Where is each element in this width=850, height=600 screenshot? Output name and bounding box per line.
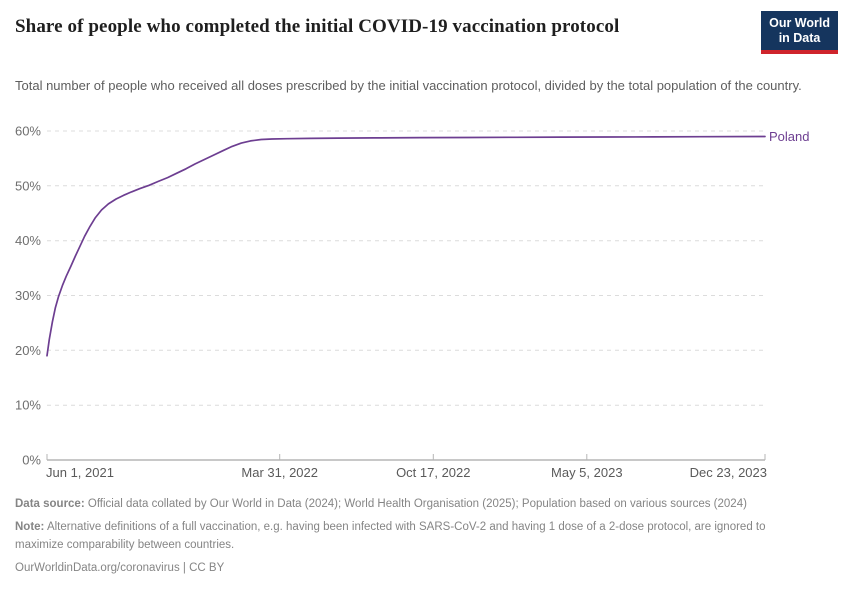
- note-line: Note: Alternative definitions of a full …: [15, 519, 813, 554]
- series-label-poland: Poland: [769, 129, 809, 144]
- footer-separator: |: [182, 561, 186, 574]
- data-source-label: Data source:: [15, 498, 85, 510]
- x-axis-tick-label: May 5, 2023: [551, 465, 623, 480]
- y-axis-tick-label: 30%: [15, 288, 41, 303]
- y-axis-tick-label: 20%: [15, 343, 41, 358]
- y-axis-tick-label: 40%: [15, 233, 41, 248]
- owid-logo-line1: Our World: [769, 16, 830, 30]
- y-axis-tick-label: 0%: [22, 453, 41, 468]
- note-text: Alternative definitions of a full vaccin…: [15, 521, 766, 551]
- footer-license: CC BY: [189, 561, 225, 574]
- chart-subtitle: Total number of people who received all …: [15, 78, 802, 93]
- note-label: Note:: [15, 521, 45, 534]
- series-line-poland: [46, 135, 766, 357]
- page-title: Share of people who completed the initia…: [15, 16, 620, 37]
- y-axis-tick-label: 10%: [15, 398, 41, 413]
- data-source-line: Data source: Official data collated by O…: [15, 496, 813, 513]
- x-axis-tick-label: Oct 17, 2022: [396, 465, 470, 480]
- owid-logo-line2: in Data: [778, 31, 821, 45]
- y-axis-tick-label: 60%: [15, 124, 41, 139]
- footer-link[interactable]: OurWorldinData.org/coronavirus: [15, 561, 180, 574]
- x-axis-tick-label: Dec 23, 2023: [690, 465, 767, 480]
- data-source-text: Official data collated by Our World in D…: [87, 498, 747, 510]
- y-axis-tick-label: 50%: [15, 178, 41, 193]
- chart-footer: Data source: Official data collated by O…: [15, 496, 813, 583]
- x-axis-tick-label: Mar 31, 2022: [241, 465, 318, 480]
- owid-logo[interactable]: Our World in Data: [761, 11, 838, 54]
- license-line: OurWorldinData.org/coronavirus | CC BY: [15, 560, 813, 577]
- x-axis-tick-label: Jun 1, 2021: [46, 465, 114, 480]
